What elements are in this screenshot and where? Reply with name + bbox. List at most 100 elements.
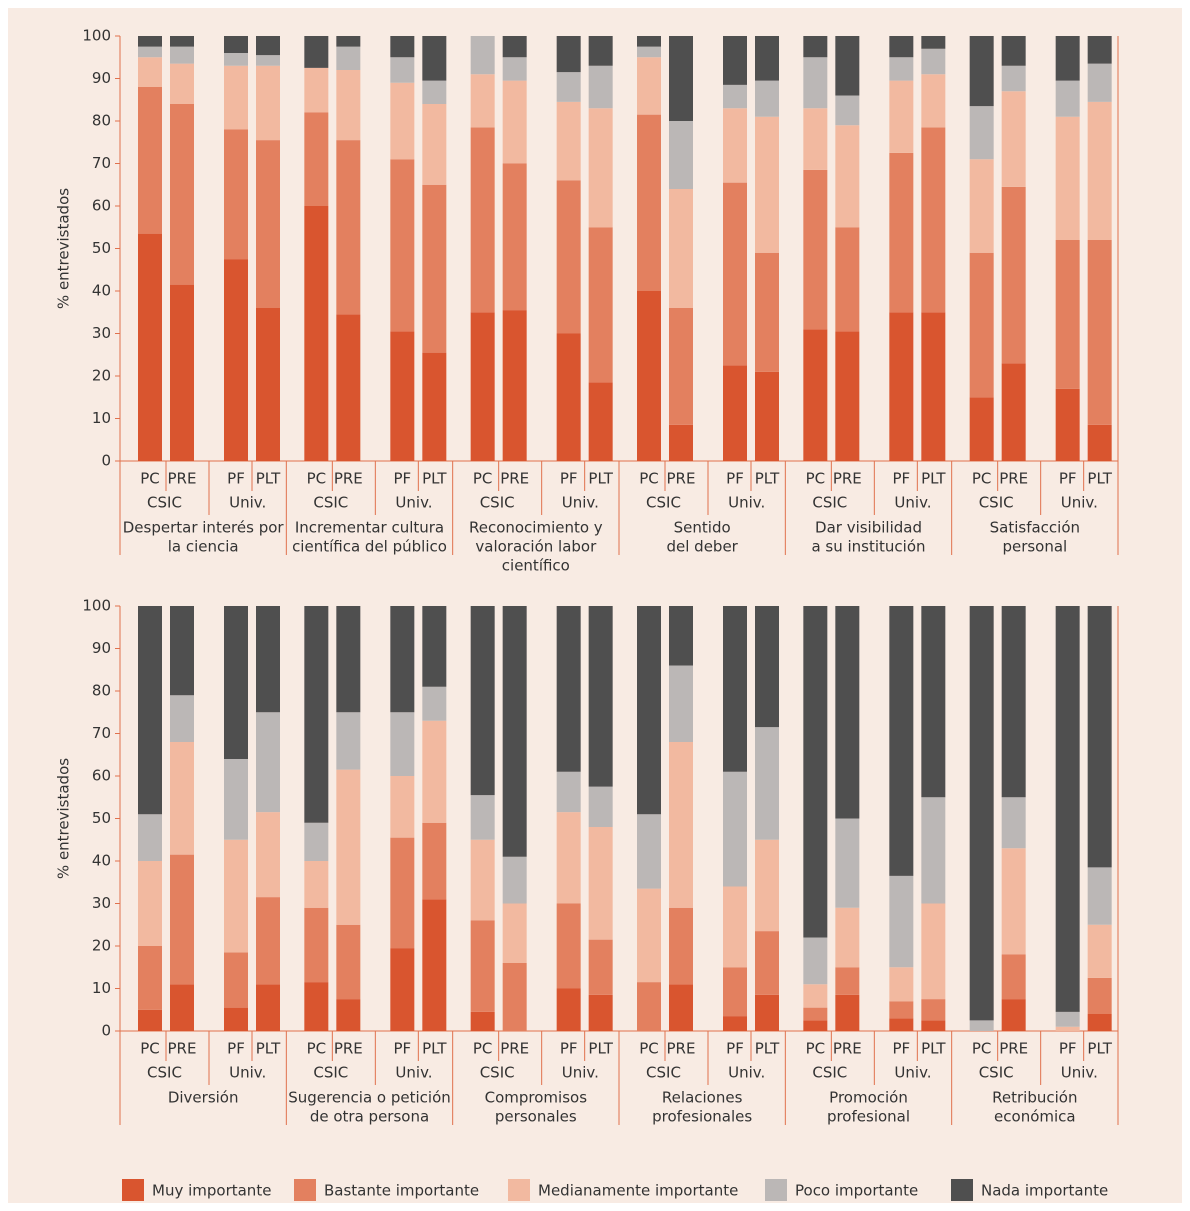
group-label: científica del público [292, 538, 447, 556]
y-tick-label: 70 [92, 724, 111, 742]
x-tick-label: PC [473, 470, 493, 488]
bar-segment [889, 1001, 913, 1018]
bar-segment [803, 606, 827, 938]
bar-segment [503, 904, 527, 964]
bar-segment [669, 189, 693, 308]
y-tick-label: 90 [92, 639, 111, 657]
bar-segment [669, 908, 693, 985]
bar-segment [170, 984, 194, 1031]
institution-label: Univ. [1061, 494, 1098, 512]
group-label: la ciencia [168, 538, 239, 556]
bar-segment [723, 1016, 747, 1031]
x-tick-label: PRE [500, 470, 529, 488]
bar-segment [256, 812, 280, 897]
bar-segment [170, 285, 194, 461]
bar-segment [803, 36, 827, 57]
bar-segment [390, 159, 414, 331]
group-label: personales [495, 1108, 577, 1126]
group-label: personal [1002, 538, 1067, 556]
bar-segment [921, 1020, 945, 1031]
bar-segment [970, 606, 994, 1020]
bar-segment [557, 72, 581, 102]
bar-segment [835, 606, 859, 819]
bar-segment [557, 606, 581, 772]
y-tick-label: 40 [92, 852, 111, 870]
y-tick-label: 100 [82, 27, 111, 45]
bar-segment [889, 876, 913, 967]
bar-segment [921, 606, 945, 797]
bar-segment [390, 838, 414, 949]
institution-label: CSIC [480, 494, 515, 512]
y-tick-label: 50 [92, 239, 111, 257]
x-tick-label: PF [393, 470, 411, 488]
bar-segment [138, 946, 162, 1010]
institution-label: Univ. [229, 1064, 266, 1082]
bar-segment [803, 1008, 827, 1021]
bar-segment [669, 742, 693, 908]
bar-segment [1056, 81, 1080, 117]
x-tick-label: PF [560, 1040, 578, 1058]
bar-segment [889, 1018, 913, 1031]
bar-segment [921, 999, 945, 1020]
institution-label: Univ. [229, 494, 266, 512]
institution-label: CSIC [646, 1064, 681, 1082]
bar-segment [557, 904, 581, 989]
bar-segment [1088, 925, 1112, 978]
x-tick-label: PC [140, 470, 160, 488]
group-label: de otra persona [310, 1108, 429, 1126]
bar-segment [170, 104, 194, 285]
bar-segment [304, 206, 328, 461]
bar-segment [637, 47, 661, 58]
bar-segment [557, 772, 581, 812]
x-tick-label: PF [1059, 1040, 1077, 1058]
bar-segment [1002, 606, 1026, 797]
bar-segment [755, 372, 779, 461]
x-tick-label: PC [140, 1040, 160, 1058]
bar-segment [256, 66, 280, 140]
bar-segment [589, 227, 613, 382]
bar-segment [755, 81, 779, 117]
bar-segment [970, 159, 994, 253]
bar-segment [637, 982, 661, 1031]
bar-segment [723, 967, 747, 1016]
bar-segment [390, 712, 414, 776]
y-tick-label: 60 [92, 767, 111, 785]
y-tick-label: 50 [92, 809, 111, 827]
bar-segment [390, 36, 414, 57]
institution-label: Univ. [562, 494, 599, 512]
bar-segment [224, 130, 248, 260]
bar-segment [256, 55, 280, 66]
bar-segment [422, 823, 446, 900]
y-tick-label: 0 [101, 1022, 111, 1040]
bar-segment [224, 1008, 248, 1031]
bar-segment [835, 96, 859, 126]
bar-segment [1002, 36, 1026, 66]
x-tick-label: PRE [667, 470, 696, 488]
bar-segment [138, 87, 162, 234]
bar-segment [557, 334, 581, 462]
bar-segment [1056, 36, 1080, 81]
bar-segment [503, 164, 527, 311]
institution-label: CSIC [979, 1064, 1014, 1082]
x-tick-label: PRE [667, 1040, 696, 1058]
bar-segment [921, 127, 945, 312]
institution-label: Univ. [1061, 1064, 1098, 1082]
bar-segment [921, 49, 945, 75]
bar-segment [723, 108, 747, 182]
bar-segment [471, 921, 495, 1012]
bar-segment [723, 85, 747, 108]
institution-label: CSIC [812, 1064, 847, 1082]
bar-segment [755, 995, 779, 1031]
bar-segment [422, 104, 446, 185]
group-label: Despertar interés por [123, 519, 285, 537]
bar-segment [471, 606, 495, 795]
bar-segment [503, 857, 527, 904]
bar-segment [422, 185, 446, 353]
bar-segment [422, 721, 446, 823]
bar-segment [1056, 1012, 1080, 1027]
group-label: profesionales [652, 1108, 752, 1126]
bar-segment [669, 425, 693, 461]
bar-segment [835, 908, 859, 968]
bar-segment [803, 938, 827, 985]
bar-segment [557, 36, 581, 72]
